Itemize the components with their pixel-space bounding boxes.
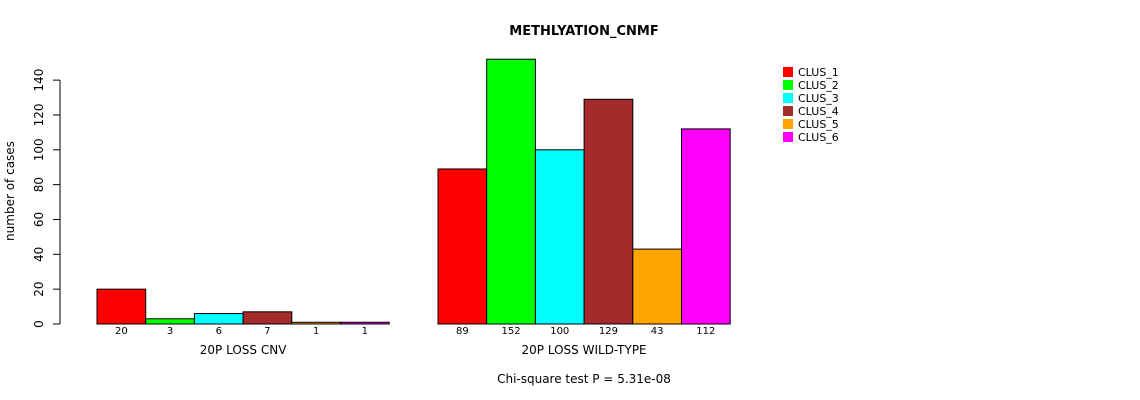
y-tick-label: 60 <box>32 212 46 227</box>
bar-count-label: 7 <box>264 326 270 337</box>
bar <box>486 58 536 325</box>
bar-count-label: 43 <box>651 326 664 337</box>
bar-count-label: 1 <box>313 326 319 337</box>
legend-label: CLUS_4 <box>798 105 839 118</box>
y-axis-label: number of cases <box>3 141 17 241</box>
legend-swatch <box>783 106 793 116</box>
bar-count-label: 3 <box>167 326 173 337</box>
bar-count-label: 89 <box>456 326 469 337</box>
y-tick-label: 100 <box>32 138 46 161</box>
bar <box>96 288 147 325</box>
y-tick-label: 140 <box>32 69 46 92</box>
bar-count-label: 100 <box>550 326 569 337</box>
y-axis: 0 20 40 60 80 100 120 140 <box>32 69 61 328</box>
chart-title: METHLYATION_CNMF <box>509 24 658 39</box>
bar <box>437 168 488 325</box>
bar-group: 20 3 6 7 1 1 20P LOSS CNV <box>96 288 390 357</box>
bar <box>291 321 341 325</box>
legend-label: CLUS_2 <box>798 79 839 92</box>
bar-count-label: 112 <box>696 326 715 337</box>
bar <box>583 98 634 325</box>
bar <box>681 128 731 325</box>
legend-label: CLUS_5 <box>798 118 839 131</box>
bar-count-label: 129 <box>599 326 618 337</box>
y-tick-label: 40 <box>32 247 46 262</box>
bar <box>340 321 390 325</box>
bar-count-label: 152 <box>502 326 521 337</box>
legend-swatch <box>783 67 793 77</box>
legend-label: CLUS_6 <box>798 131 839 144</box>
bar <box>145 318 195 325</box>
bar-count-label: 6 <box>216 326 222 337</box>
bar <box>632 248 682 325</box>
group-label: 20P LOSS CNV <box>200 343 287 357</box>
group-label: 20P LOSS WILD-TYPE <box>522 343 647 357</box>
bar-count-label: 1 <box>362 326 368 337</box>
y-tick-label: 80 <box>32 177 46 192</box>
y-tick-label: 0 <box>32 320 46 328</box>
legend-swatch <box>783 119 793 129</box>
legend-label: CLUS_1 <box>798 66 839 79</box>
bar-group: 89 152 100 129 43 112 20P LOSS WILD-TYPE <box>437 58 731 357</box>
legend-swatch <box>783 93 793 103</box>
bar <box>242 311 293 325</box>
bar-count-label: 20 <box>115 326 128 337</box>
legend-swatch <box>783 80 793 90</box>
bar-groups: 20 3 6 7 1 1 20P LOSS CNV 89 152 100 129 43 112 20P L… <box>96 58 731 357</box>
legend-swatch <box>783 132 793 142</box>
legend-label: CLUS_3 <box>798 92 839 105</box>
bar <box>534 149 585 325</box>
chi-square-footer: Chi-square test P = 5.31e-08 <box>497 372 671 386</box>
y-tick-label: 120 <box>32 104 46 127</box>
bar <box>193 313 244 325</box>
y-tick-label: 20 <box>32 282 46 297</box>
